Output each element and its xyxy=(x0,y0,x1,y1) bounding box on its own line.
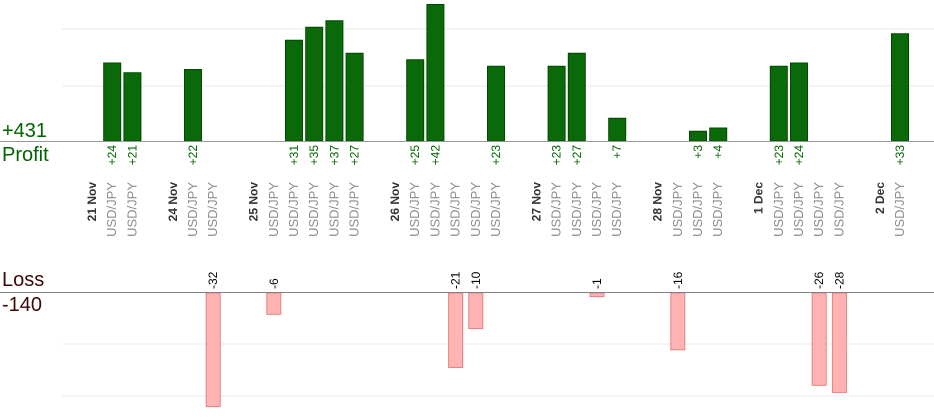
instrument-tick-label: USD/JPY xyxy=(609,182,624,237)
profit-value-label: +35 xyxy=(307,145,321,166)
profit-value-label: +24 xyxy=(792,145,806,166)
instrument-tick-label: USD/JPY xyxy=(427,182,442,237)
profit-bar xyxy=(305,26,324,142)
profit-bar xyxy=(406,59,425,142)
profit-bar xyxy=(285,39,303,142)
instrument-tick-label: USD/JPY xyxy=(811,182,826,237)
profit-bar xyxy=(184,69,202,142)
loss-value-label: -32 xyxy=(206,271,220,289)
labels: 21 Nov USD/JPY +24 USD/JPY +21 24 Nov USD/JPY +… xyxy=(85,145,907,289)
loss-bar xyxy=(448,292,464,369)
instrument-tick-label: USD/JPY xyxy=(205,182,220,237)
profit-value-label: +24 xyxy=(105,145,119,166)
profit-value-label: +23 xyxy=(550,145,564,166)
loss-value-label: -10 xyxy=(469,271,483,289)
loss-bar xyxy=(266,292,282,315)
instrument-tick-label: USD/JPY xyxy=(569,182,584,237)
instrument-tick-label: USD/JPY xyxy=(771,182,786,237)
profit-value-label: +23 xyxy=(489,145,503,166)
profit-value-label: +27 xyxy=(348,145,362,166)
profit-bar xyxy=(689,130,707,142)
loss-total: -140 xyxy=(2,294,43,316)
profit-bar xyxy=(567,52,586,142)
profit-bar xyxy=(325,20,344,142)
instrument-tick-label: USD/JPY xyxy=(266,182,281,237)
loss-value-label: -16 xyxy=(671,271,685,289)
loss-label: Loss xyxy=(2,269,45,291)
loss-value-label: -1 xyxy=(590,278,604,289)
instrument-tick-label: USD/JPY xyxy=(326,182,341,237)
instrument-tick-label: USD/JPY xyxy=(791,182,806,237)
profit-value-label: +27 xyxy=(570,145,584,166)
profit-bar xyxy=(769,65,788,142)
profit-bar xyxy=(790,62,808,142)
profit-bar xyxy=(426,4,445,142)
profit-value-label: +4 xyxy=(711,145,725,159)
profit-value-label: +23 xyxy=(772,145,786,166)
instrument-tick-label: USD/JPY xyxy=(185,182,200,237)
date-tick-label: 24 Nov xyxy=(166,182,180,222)
loss-value-label: -6 xyxy=(267,278,281,289)
loss-bar xyxy=(811,292,827,386)
bars xyxy=(103,4,909,408)
date-tick-label: 2 Dec xyxy=(873,182,887,214)
date-tick-label: 21 Nov xyxy=(85,182,99,222)
instrument-tick-label: USD/JPY xyxy=(488,182,503,237)
loss-bar xyxy=(468,292,484,329)
loss-value-label: -28 xyxy=(832,271,846,289)
instrument-tick-label: USD/JPY xyxy=(407,182,422,237)
profit-bar xyxy=(547,65,566,142)
profit-value-label: +25 xyxy=(408,145,422,166)
instrument-tick-label: USD/JPY xyxy=(104,182,119,237)
instrument-tick-label: USD/JPY xyxy=(831,182,846,237)
loss-bar xyxy=(589,292,605,298)
date-tick-label: 28 Nov xyxy=(651,182,665,222)
instrument-tick-label: USD/JPY xyxy=(892,182,907,237)
profit-value-label: +37 xyxy=(327,145,341,166)
date-tick-label: 27 Nov xyxy=(529,182,543,222)
profit-value-label: +22 xyxy=(186,145,200,166)
instrument-tick-label: USD/JPY xyxy=(286,182,301,237)
date-tick-label: 26 Nov xyxy=(388,182,402,222)
profit-bar xyxy=(345,52,364,142)
date-tick-label: 1 Dec xyxy=(752,182,766,214)
instrument-tick-label: USD/JPY xyxy=(710,182,725,237)
instrument-tick-label: USD/JPY xyxy=(468,182,483,237)
profit-bar xyxy=(487,65,505,142)
instrument-tick-label: USD/JPY xyxy=(448,182,463,237)
profit-value-label: +31 xyxy=(287,145,301,166)
profit-bar xyxy=(123,72,142,142)
profit-value-label: +21 xyxy=(125,145,139,166)
profit-total: +431 xyxy=(2,120,48,142)
profit-bar xyxy=(709,127,728,142)
loss-bar xyxy=(205,292,221,408)
loss-bar xyxy=(670,292,686,351)
profit-bar xyxy=(608,117,627,142)
profit-value-label: +3 xyxy=(691,145,705,159)
profit-bar xyxy=(103,62,122,142)
date-tick-label: 25 Nov xyxy=(247,182,261,222)
instrument-tick-label: USD/JPY xyxy=(589,182,604,237)
loss-bar xyxy=(831,292,847,393)
profit-value-label: +42 xyxy=(428,145,442,166)
profit-value-label: +7 xyxy=(610,145,624,159)
profit-value-label: +33 xyxy=(893,145,907,166)
instrument-tick-label: USD/JPY xyxy=(690,182,705,237)
loss-value-label: -21 xyxy=(449,271,463,289)
profit-label: Profit xyxy=(2,144,49,166)
instrument-tick-label: USD/JPY xyxy=(306,182,321,237)
loss-value-label: -26 xyxy=(812,271,826,289)
profit-bar xyxy=(891,33,909,142)
instrument-tick-label: USD/JPY xyxy=(347,182,362,237)
instrument-tick-label: USD/JPY xyxy=(670,182,685,237)
axis-lines xyxy=(0,141,934,293)
instrument-tick-label: USD/JPY xyxy=(549,182,564,237)
instrument-tick-label: USD/JPY xyxy=(124,182,139,237)
